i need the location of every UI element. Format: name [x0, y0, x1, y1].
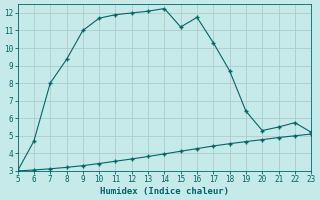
X-axis label: Humidex (Indice chaleur): Humidex (Indice chaleur): [100, 187, 229, 196]
